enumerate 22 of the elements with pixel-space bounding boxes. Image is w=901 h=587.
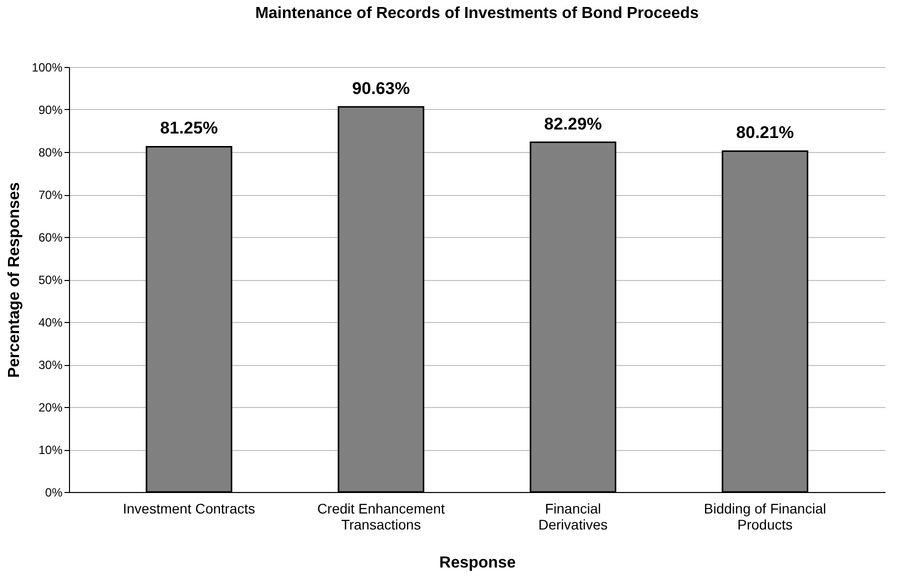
x-tick-label: Credit Enhancement Transactions bbox=[317, 500, 445, 532]
y-tick-label: 100% bbox=[32, 60, 63, 74]
y-tick-label: 40% bbox=[38, 316, 63, 330]
data-label: 90.63% bbox=[352, 78, 410, 98]
x-tick-label: Bidding of Financial Products bbox=[704, 500, 826, 532]
x-tick-label: Financial Derivatives bbox=[538, 500, 608, 532]
y-tick-label: 80% bbox=[38, 146, 63, 160]
data-label: 80.21% bbox=[736, 123, 794, 142]
y-tick-label: 60% bbox=[38, 230, 63, 244]
y-tick-label: 20% bbox=[38, 400, 63, 414]
y-tick-label: 30% bbox=[38, 358, 63, 372]
chart-title: Maintenance of Records of Investments of Bond Proceeds bbox=[255, 5, 699, 22]
data-label: 81.25% bbox=[160, 118, 218, 138]
data-label: 82.29% bbox=[544, 114, 602, 134]
x-tick-label: Investment Contracts bbox=[122, 500, 256, 516]
y-axis-title: Percentage of Responses bbox=[6, 182, 23, 378]
x-axis-title: Response bbox=[439, 554, 516, 572]
y-tick-label: 0% bbox=[45, 486, 63, 500]
y-tick-label: 90% bbox=[38, 103, 63, 117]
y-tick-label: 70% bbox=[38, 188, 63, 202]
y-tick-label: 50% bbox=[38, 273, 63, 287]
y-tick-label: 10% bbox=[38, 443, 63, 457]
